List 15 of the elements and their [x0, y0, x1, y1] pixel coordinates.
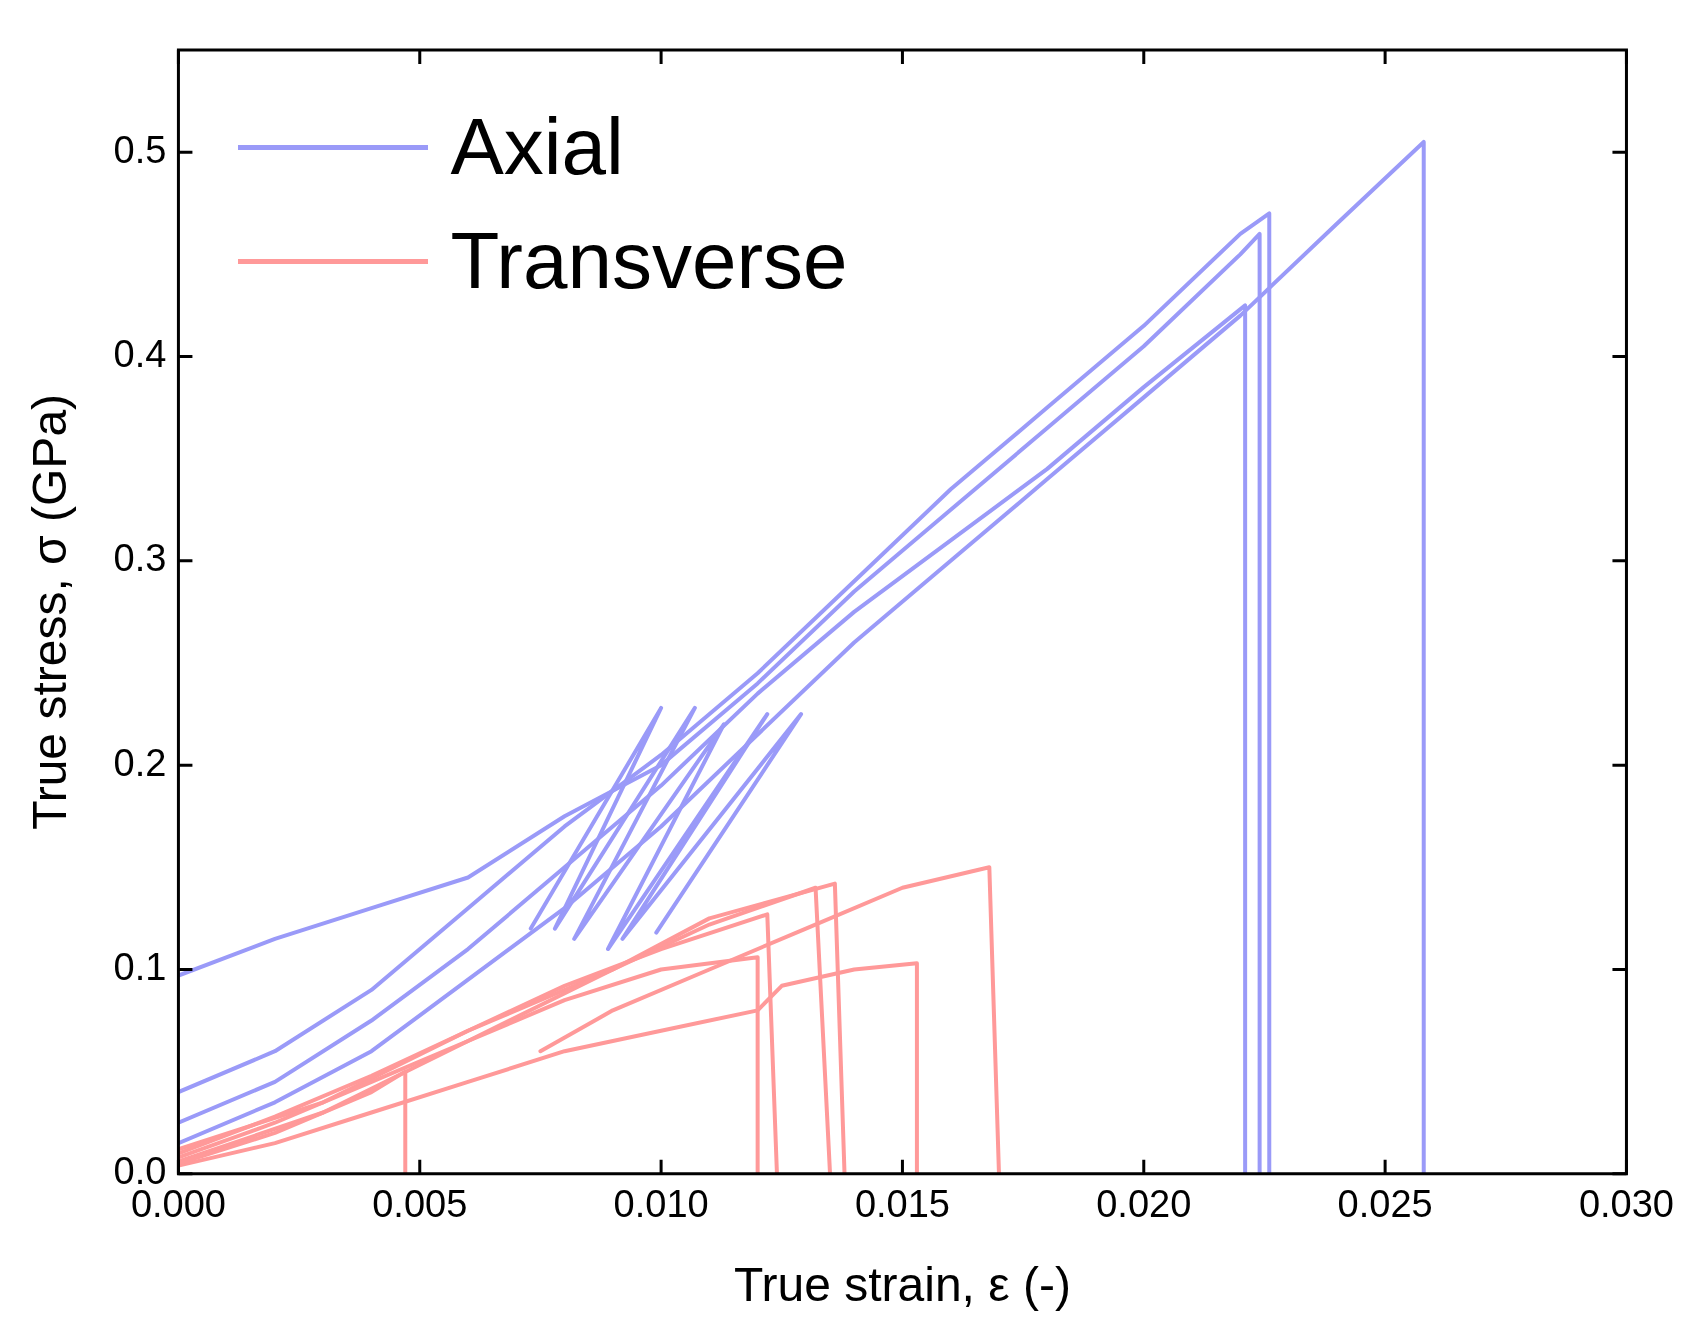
- x-tick-label: 0.020: [1096, 1183, 1192, 1226]
- x-tick-label: 0.025: [1337, 1183, 1433, 1226]
- y-tick-label: 0.4: [113, 332, 167, 375]
- x-tick-label: 0.010: [613, 1183, 709, 1226]
- legend-label: Transverse: [450, 215, 848, 307]
- x-tick-label: 0.030: [1578, 1183, 1674, 1226]
- y-axis-title: True stress, σ (GPa): [23, 393, 77, 830]
- y-tick-label: 0.2: [113, 741, 167, 784]
- x-tick-label: 0.005: [372, 1183, 468, 1226]
- legend-label: Axial: [450, 101, 624, 193]
- y-tick-label: 0.1: [113, 945, 167, 988]
- y-tick-label: 0.5: [113, 128, 167, 171]
- x-tick-label: 0.015: [854, 1183, 950, 1226]
- y-tick-label: 0.3: [113, 537, 167, 580]
- x-axis-title: True strain, ε (-): [733, 1258, 1071, 1312]
